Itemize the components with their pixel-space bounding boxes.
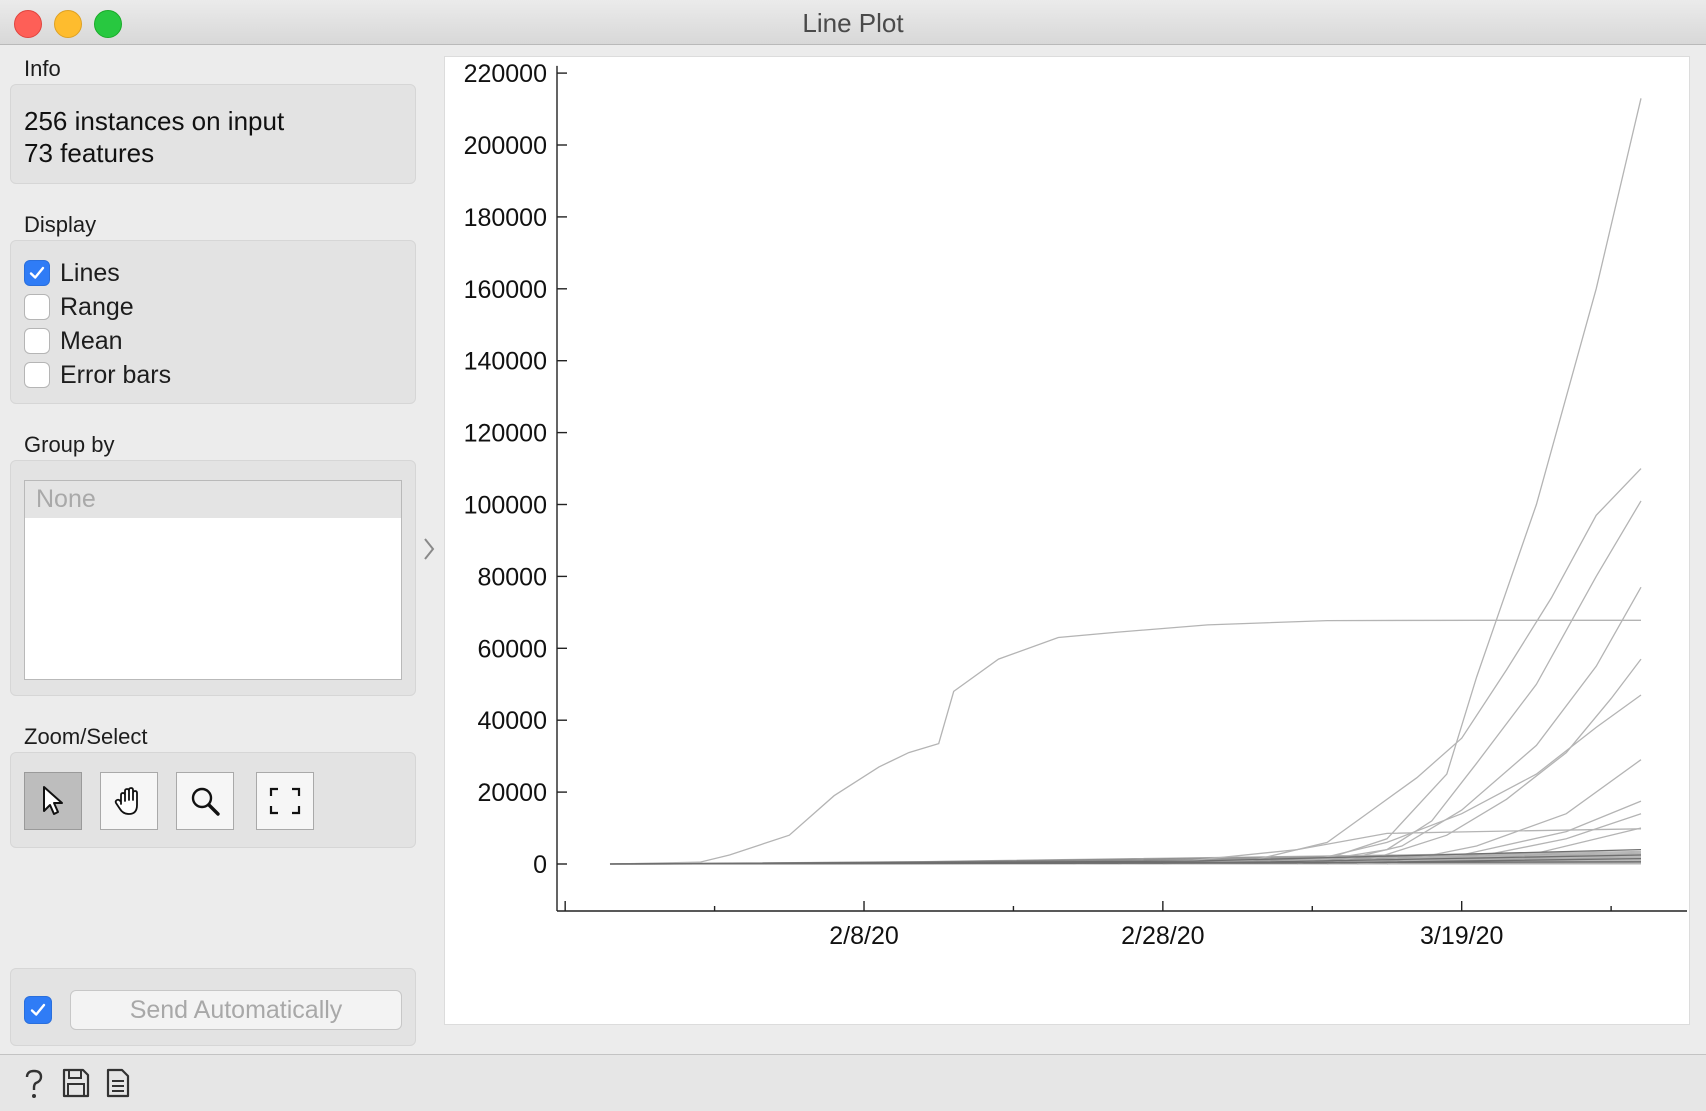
y-tick-label: 120000 — [464, 420, 547, 448]
mean-option[interactable]: Mean — [24, 326, 123, 356]
magnifier-icon — [191, 787, 220, 816]
display-section-label: Display — [24, 212, 97, 237]
lines-label: Lines — [60, 258, 120, 287]
y-tick-label: 200000 — [464, 132, 547, 160]
series-line — [1117, 468, 1642, 865]
series-line — [1327, 586, 1642, 865]
series-line — [609, 861, 1642, 865]
x-tick-label: 3/19/20 — [1420, 922, 1503, 950]
status-bar — [0, 1054, 1706, 1111]
save-icon[interactable] — [62, 1068, 90, 1098]
group-by-list[interactable]: None — [24, 480, 402, 680]
group-by-section-label: Group by — [24, 432, 115, 457]
zoom-select-section-label: Zoom/Select — [24, 724, 148, 749]
fit-frame-icon — [269, 787, 301, 815]
y-tick-label: 180000 — [464, 204, 547, 232]
y-tick-label: 160000 — [464, 276, 547, 304]
report-icon[interactable] — [106, 1068, 130, 1098]
pan-tool-button[interactable] — [100, 772, 158, 830]
y-tick-label: 60000 — [477, 635, 547, 663]
hand-icon — [114, 787, 138, 815]
checkmark-icon — [29, 266, 45, 279]
pointer-icon — [43, 786, 63, 815]
send-automatically-checkbox[interactable] — [24, 996, 52, 1024]
help-icon[interactable] — [22, 1068, 46, 1100]
range-checkbox[interactable] — [24, 294, 50, 320]
y-tick-label: 20000 — [477, 779, 547, 807]
y-tick-label: 40000 — [477, 707, 547, 735]
info-instances-text: 256 instances on input — [24, 106, 285, 136]
series-line — [1357, 813, 1642, 865]
error-bars-checkbox[interactable] — [24, 362, 50, 388]
info-section-label: Info — [24, 56, 61, 81]
y-tick-label: 140000 — [464, 348, 547, 376]
y-tick-label: 100000 — [464, 492, 547, 520]
checkmark-icon — [30, 1003, 46, 1016]
info-box — [10, 84, 416, 184]
error-bars-option[interactable]: Error bars — [24, 360, 171, 390]
close-window-button[interactable] — [14, 10, 42, 38]
line-chart[interactable]: 0 20000 40000 60000 80000 100000 120000 140000 1… — [445, 57, 1689, 1024]
plot-area[interactable]: 0 20000 40000 60000 80000 100000 120000 140000 1… — [444, 56, 1690, 1025]
x-tick-label: 2/28/20 — [1121, 922, 1204, 950]
info-features-text: 73 features — [24, 138, 155, 168]
window-title: Line Plot — [802, 8, 904, 38]
series-line — [1297, 694, 1642, 865]
series-line — [1386, 827, 1642, 865]
display-box — [10, 240, 416, 404]
x-tick-label: 2/8/20 — [829, 922, 899, 950]
y-tick-label: 80000 — [477, 563, 547, 591]
title-bar: Line Plot — [0, 0, 1706, 45]
send-automatically-button[interactable]: Send Automatically — [70, 990, 402, 1030]
y-tick-label: 0 — [533, 851, 547, 879]
reset-zoom-button[interactable] — [256, 772, 314, 830]
minimize-window-button[interactable] — [54, 10, 82, 38]
select-tool-button[interactable] — [24, 772, 82, 830]
error-bars-label: Error bars — [60, 360, 172, 389]
lines-option[interactable]: Lines — [24, 258, 120, 288]
range-option[interactable]: Range — [24, 292, 134, 322]
range-label: Range — [60, 292, 134, 321]
mean-label: Mean — [60, 326, 123, 355]
lines-checkbox[interactable] — [24, 260, 50, 286]
group-by-item-none[interactable]: None — [25, 481, 401, 518]
chevron-right-icon[interactable] — [422, 536, 436, 562]
y-tick-label: 220000 — [464, 60, 547, 88]
series-line — [609, 619, 1641, 865]
series-line — [1356, 658, 1642, 865]
zoom-tool-button[interactable] — [176, 772, 234, 830]
series-line — [1386, 759, 1642, 865]
mean-checkbox[interactable] — [24, 328, 50, 354]
zoom-window-button[interactable] — [94, 10, 122, 38]
